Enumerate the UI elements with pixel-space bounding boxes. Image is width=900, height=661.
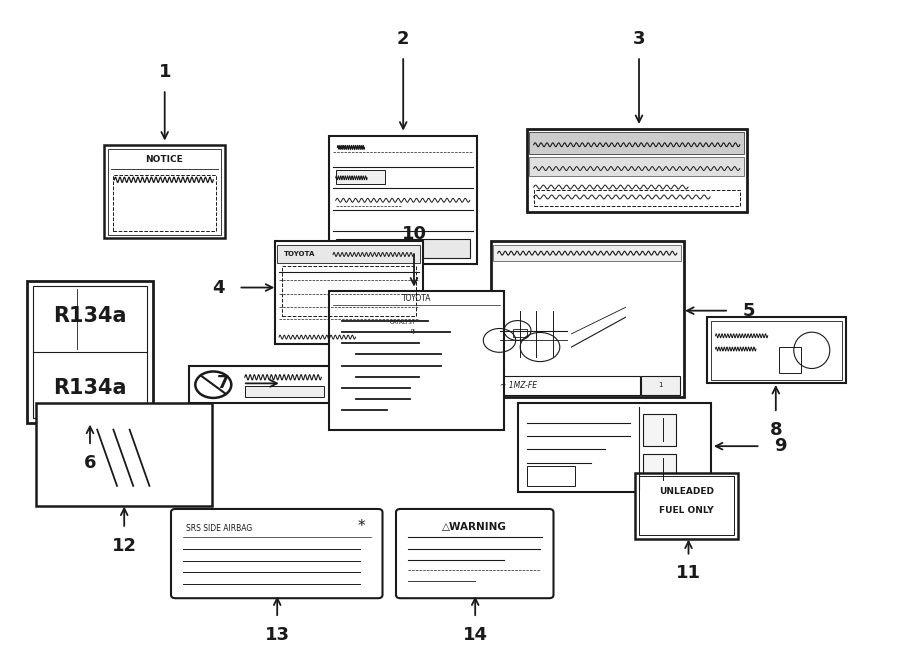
FancyBboxPatch shape <box>529 157 744 176</box>
Text: R134a: R134a <box>53 307 127 327</box>
Text: NOTICE: NOTICE <box>146 155 183 165</box>
FancyBboxPatch shape <box>634 473 738 539</box>
FancyBboxPatch shape <box>328 136 477 264</box>
Text: 12: 12 <box>112 537 137 555</box>
FancyBboxPatch shape <box>396 509 554 598</box>
Text: 4: 4 <box>212 278 225 297</box>
FancyBboxPatch shape <box>104 145 225 238</box>
Text: ~ 1MZ-FE: ~ 1MZ-FE <box>500 381 536 390</box>
FancyBboxPatch shape <box>277 245 420 263</box>
FancyBboxPatch shape <box>778 347 801 373</box>
FancyBboxPatch shape <box>336 170 385 184</box>
FancyBboxPatch shape <box>27 281 153 423</box>
FancyBboxPatch shape <box>644 414 676 446</box>
FancyBboxPatch shape <box>189 366 346 403</box>
Text: SRS SIDE AIRBAG: SRS SIDE AIRBAG <box>186 524 253 533</box>
Text: *: * <box>358 520 365 534</box>
FancyBboxPatch shape <box>513 329 526 337</box>
Text: 14: 14 <box>463 626 488 644</box>
Text: 5: 5 <box>742 301 755 320</box>
Text: △WARNING: △WARNING <box>442 522 508 532</box>
FancyBboxPatch shape <box>644 454 676 486</box>
Text: 6: 6 <box>84 454 96 472</box>
Text: FUEL ONLY: FUEL ONLY <box>659 506 714 516</box>
FancyBboxPatch shape <box>711 321 842 380</box>
Text: 9: 9 <box>774 437 787 455</box>
FancyBboxPatch shape <box>493 376 640 395</box>
FancyBboxPatch shape <box>526 466 575 486</box>
FancyBboxPatch shape <box>171 509 382 598</box>
Text: PJ: PJ <box>411 329 416 334</box>
Text: CATALYST: CATALYST <box>390 320 416 325</box>
Text: 1: 1 <box>158 63 171 81</box>
FancyBboxPatch shape <box>336 239 470 258</box>
FancyBboxPatch shape <box>108 149 220 235</box>
Text: 2: 2 <box>397 30 410 48</box>
Text: 7: 7 <box>217 374 230 393</box>
FancyBboxPatch shape <box>491 241 684 397</box>
FancyBboxPatch shape <box>36 403 211 506</box>
Bar <box>534 190 740 206</box>
Text: TOYOTA: TOYOTA <box>284 251 315 258</box>
Text: 13: 13 <box>265 626 290 644</box>
Text: 8: 8 <box>770 421 782 439</box>
Text: TOYOTA: TOYOTA <box>401 294 431 303</box>
Text: 11: 11 <box>676 564 701 582</box>
FancyBboxPatch shape <box>245 386 324 397</box>
Text: UNLEADED: UNLEADED <box>659 486 714 496</box>
FancyBboxPatch shape <box>526 129 747 212</box>
Bar <box>282 266 416 316</box>
FancyBboxPatch shape <box>642 376 680 395</box>
FancyBboxPatch shape <box>639 476 734 535</box>
Text: 1: 1 <box>659 382 663 389</box>
FancyBboxPatch shape <box>274 241 423 344</box>
Text: 10: 10 <box>401 225 427 243</box>
FancyBboxPatch shape <box>328 291 504 430</box>
Text: 3: 3 <box>633 30 645 48</box>
Text: R134a: R134a <box>53 377 127 397</box>
FancyBboxPatch shape <box>518 403 711 492</box>
FancyBboxPatch shape <box>529 132 744 154</box>
FancyBboxPatch shape <box>493 245 681 261</box>
FancyBboxPatch shape <box>706 317 846 383</box>
FancyBboxPatch shape <box>33 286 147 418</box>
Bar <box>112 175 216 231</box>
